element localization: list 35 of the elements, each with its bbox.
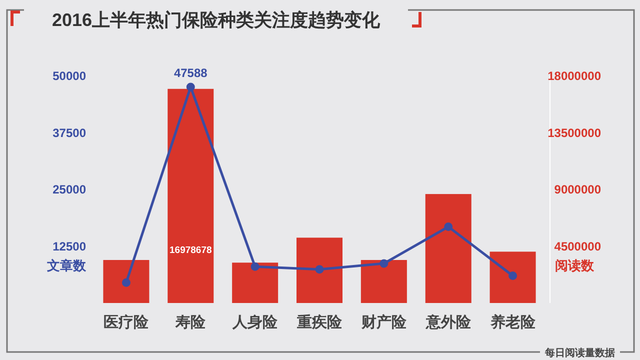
x-tick-label: 人身险 [232, 314, 279, 331]
y-tick-label: 37500 [52, 126, 86, 140]
y2-tick-label: 9000000 [554, 182, 602, 196]
point [444, 222, 453, 231]
bar [103, 260, 150, 303]
y2-tick-label: 18000000 [548, 69, 602, 83]
y2-tick-label: 4500000 [554, 239, 602, 254]
x-tick-label: 意外险 [424, 314, 472, 331]
point [186, 82, 195, 92]
y-tick-label: 50000 [52, 69, 86, 83]
data-label: 16978678 [170, 245, 212, 256]
y-axis-title: 文章数 [46, 258, 87, 273]
y-tick-label: 25000 [52, 182, 86, 196]
bar [232, 262, 278, 303]
y-tick-label: 12500 [52, 239, 86, 254]
bar [168, 88, 214, 303]
point [508, 272, 518, 280]
point [122, 278, 130, 287]
text: 每日阅读量数据 [544, 347, 615, 359]
x-tick-label: 养老险 [489, 313, 536, 331]
bar [425, 194, 472, 303]
chart-title: 2016上半年热门保险种类关注度趋势变化 [52, 10, 382, 30]
x-tick-label: 医疗险 [104, 314, 150, 331]
bar [296, 238, 342, 303]
y2-axis-title: 阅读数 [555, 258, 595, 273]
point [315, 265, 324, 274]
data-label: 47588 [174, 66, 208, 80]
x-tick-label: 财产险 [360, 314, 408, 331]
bar [360, 260, 407, 303]
point [250, 262, 260, 271]
bar [490, 252, 536, 303]
x-tick-label: 寿险 [174, 314, 207, 331]
point [380, 259, 388, 268]
x-tick-label: 重疾险 [296, 314, 343, 331]
y2-tick-label: 13500000 [548, 126, 602, 140]
